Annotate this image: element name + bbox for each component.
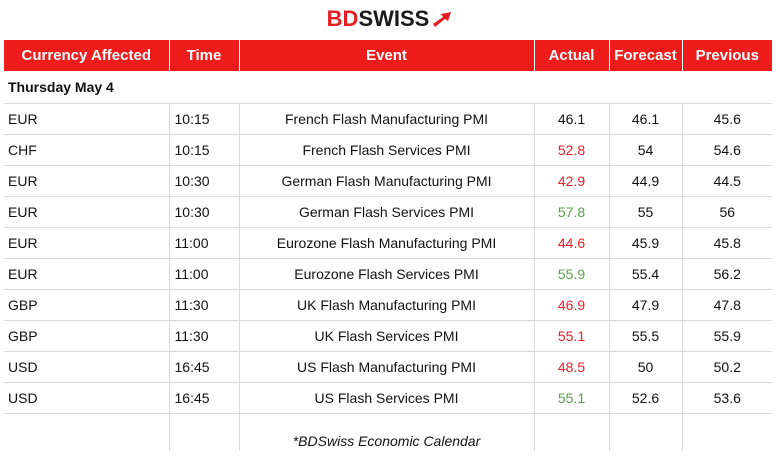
column-header-event: Event — [239, 40, 535, 71]
currency-cell: EUR — [4, 196, 170, 228]
column-header-time: Time — [169, 40, 240, 71]
table-row: EUR 10:15 French Flash Manufacturing PMI 46… — [4, 103, 772, 135]
forecast-cell: 44.9 — [609, 165, 683, 197]
forecast-cell: 55 — [609, 196, 683, 228]
actual-cell: 42.9 — [534, 165, 610, 197]
event-cell: US Flash Manufacturing PMI — [239, 351, 535, 383]
previous-cell: 50.2 — [682, 351, 772, 383]
table-row: EUR 10:30 German Flash Services PMI 57.8 55 5… — [4, 196, 772, 228]
bdswiss-arrow-icon — [433, 12, 452, 27]
time-cell: 11:00 — [169, 227, 240, 259]
time-cell: 11:30 — [169, 289, 240, 321]
time-cell: 16:45 — [169, 351, 240, 383]
time-cell: 10:15 — [169, 103, 240, 135]
previous-cell: 47.8 — [682, 289, 772, 321]
forecast-cell: 50 — [609, 351, 683, 383]
table-row: EUR 11:00 Eurozone Flash Manufacturing PMI… — [4, 227, 772, 259]
previous-cell: 45.8 — [682, 227, 772, 259]
event-cell: French Flash Manufacturing PMI — [239, 103, 535, 135]
table-row: EUR 10:30 German Flash Manufacturing PMI 42… — [4, 165, 772, 197]
brand-logo-swiss: SWISS — [358, 6, 430, 31]
event-cell: UK Flash Manufacturing PMI — [239, 289, 535, 321]
currency-cell: GBP — [4, 289, 170, 321]
footer-cell — [609, 413, 683, 451]
time-cell: 10:30 — [169, 165, 240, 197]
actual-cell: 57.8 — [534, 196, 610, 228]
day-label: Thursday May 4 — [4, 71, 772, 104]
event-cell: German Flash Manufacturing PMI — [239, 165, 535, 197]
brand-logo: BD SWISS — [0, 6, 780, 34]
event-cell: Eurozone Flash Services PMI — [239, 258, 535, 290]
actual-cell: 46.1 — [534, 103, 610, 135]
footer-cell — [4, 413, 170, 451]
previous-cell: 54.6 — [682, 134, 772, 166]
event-cell: US Flash Services PMI — [239, 382, 535, 414]
event-cell: French Flash Services PMI — [239, 134, 535, 166]
actual-cell: 55.1 — [534, 320, 610, 352]
table-row: GBP 11:30 UK Flash Services PMI 55.1 55.5 55.… — [4, 320, 772, 352]
time-cell: 16:45 — [169, 382, 240, 414]
currency-cell: GBP — [4, 320, 170, 352]
table-row: CHF 10:15 French Flash Services PMI 52.8 54 5… — [4, 134, 772, 166]
actual-cell: 44.6 — [534, 227, 610, 259]
previous-cell: 55.9 — [682, 320, 772, 352]
footer-cell — [682, 414, 772, 452]
time-cell: 11:30 — [169, 320, 240, 352]
forecast-cell: 54 — [609, 134, 683, 166]
forecast-cell: 55.5 — [609, 320, 683, 352]
previous-cell: 44.5 — [682, 165, 772, 197]
currency-cell: USD — [4, 382, 170, 414]
actual-cell: 46.9 — [534, 289, 610, 321]
currency-cell: USD — [4, 351, 170, 383]
column-header-forecast: Forecast — [609, 40, 683, 71]
forecast-cell: 46.1 — [609, 103, 683, 135]
table-row: GBP 11:30 UK Flash Manufacturing PMI 46.9 47… — [4, 289, 772, 321]
time-cell: 10:30 — [169, 196, 240, 228]
actual-cell: 55.9 — [534, 258, 610, 290]
table-row: USD 16:45 US Flash Services PMI 55.1 52.6 53.… — [4, 382, 772, 414]
previous-cell: 53.6 — [682, 382, 772, 414]
event-cell: UK Flash Services PMI — [239, 320, 535, 352]
currency-cell: CHF — [4, 134, 170, 166]
actual-cell: 48.5 — [534, 351, 610, 383]
column-header-currency: Currency Affected — [4, 40, 170, 71]
footer-cell — [534, 413, 610, 451]
forecast-cell: 55.4 — [609, 258, 683, 290]
currency-cell: EUR — [4, 103, 170, 135]
forecast-cell: 52.6 — [609, 382, 683, 414]
table-row: EUR 11:00 Eurozone Flash Services PMI 55.9 5… — [4, 258, 772, 290]
previous-cell: 45.6 — [682, 103, 772, 135]
event-cell: Eurozone Flash Manufacturing PMI — [239, 227, 535, 259]
previous-cell: 56 — [682, 196, 772, 228]
footnote: *BDSwiss Economic Calendar — [239, 413, 535, 451]
economic-calendar-table: Currency Affected Time Event Actual Fore… — [4, 40, 772, 451]
forecast-cell: 45.9 — [609, 227, 683, 259]
footer-row: *BDSwiss Economic Calendar — [4, 413, 772, 452]
footer-cell — [169, 413, 240, 451]
currency-cell: EUR — [4, 258, 170, 290]
currency-cell: EUR — [4, 165, 170, 197]
currency-cell: EUR — [4, 227, 170, 259]
forecast-cell: 47.9 — [609, 289, 683, 321]
table-header-row: Currency Affected Time Event Actual Fore… — [4, 40, 772, 71]
table-row: USD 16:45 US Flash Manufacturing PMI 48.5 50… — [4, 351, 772, 383]
day-row: Thursday May 4 — [4, 71, 772, 104]
time-cell: 10:15 — [169, 134, 240, 166]
time-cell: 11:00 — [169, 258, 240, 290]
column-header-previous: Previous — [682, 40, 772, 71]
event-cell: German Flash Services PMI — [239, 196, 535, 228]
brand-logo-bd: BD — [326, 6, 359, 31]
actual-cell: 55.1 — [534, 382, 610, 414]
previous-cell: 56.2 — [682, 258, 772, 290]
actual-cell: 52.8 — [534, 134, 610, 166]
column-header-actual: Actual — [534, 40, 610, 71]
